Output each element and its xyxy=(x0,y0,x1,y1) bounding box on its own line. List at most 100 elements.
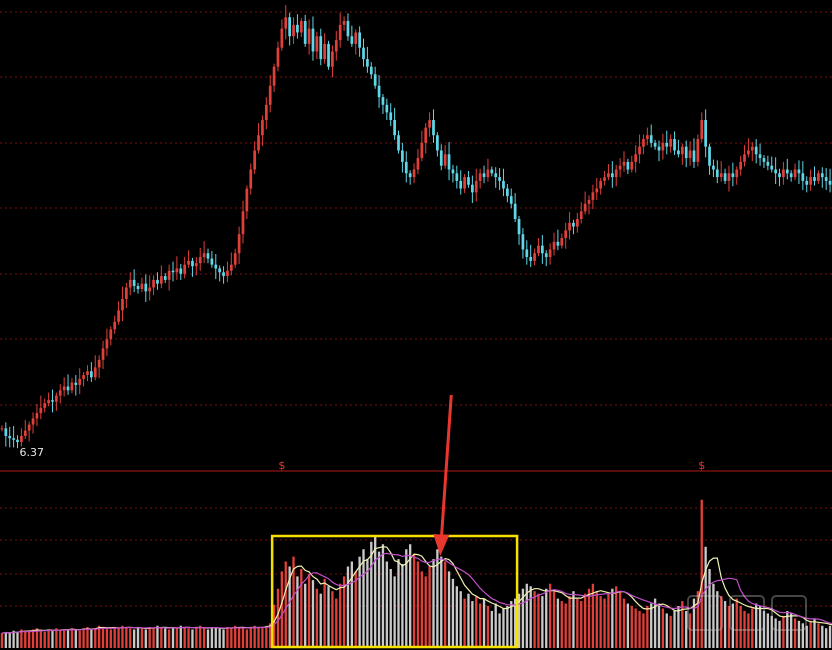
price-candle xyxy=(782,169,785,178)
price-candle xyxy=(93,367,97,378)
price-candle xyxy=(39,407,43,414)
price-candle xyxy=(117,310,120,322)
price-candle xyxy=(638,146,641,155)
price-candle xyxy=(338,24,342,41)
price-candle xyxy=(603,177,606,181)
price-candle xyxy=(288,17,292,37)
price-candle xyxy=(389,112,393,121)
price-candle xyxy=(55,395,58,402)
price-candle xyxy=(206,253,210,259)
price-candle xyxy=(529,257,533,261)
price-candle xyxy=(412,169,416,178)
price-candle xyxy=(502,180,505,189)
price-candle xyxy=(334,40,338,52)
price-candle xyxy=(152,279,155,288)
arrow-shaft xyxy=(439,394,453,541)
price-candle xyxy=(506,188,509,197)
price-candle xyxy=(708,146,711,166)
price-candle xyxy=(175,268,179,273)
price-candle xyxy=(750,146,754,151)
price-candle xyxy=(490,169,494,174)
price-candle xyxy=(187,260,190,265)
price-candle xyxy=(537,245,540,254)
price-candle xyxy=(688,150,692,159)
price-candle xyxy=(774,169,777,174)
price-candle xyxy=(4,428,8,436)
price-candle xyxy=(735,169,739,178)
price-candle xyxy=(467,177,470,185)
watermark-mark xyxy=(729,595,765,631)
price-candle xyxy=(743,154,746,162)
price-candle xyxy=(23,430,27,436)
price-candle xyxy=(319,36,323,60)
price-candle xyxy=(307,28,311,44)
price-candle xyxy=(817,173,820,181)
price-candle xyxy=(696,139,700,162)
price-candle xyxy=(432,120,435,136)
price-candle xyxy=(463,177,466,189)
price-candle xyxy=(556,241,560,246)
price-candle xyxy=(163,276,167,280)
price-candle xyxy=(715,169,719,178)
price-candle xyxy=(548,249,552,258)
price-candle xyxy=(797,169,801,174)
price-candle xyxy=(237,234,241,254)
price-candle xyxy=(649,135,653,143)
price-candle xyxy=(704,120,708,147)
price-candle xyxy=(669,139,673,147)
price-candle xyxy=(331,51,334,67)
price-candle xyxy=(622,161,626,166)
price-candle xyxy=(377,85,381,98)
price-candle xyxy=(513,203,517,219)
price-candle xyxy=(156,279,159,284)
price-candle xyxy=(171,270,175,273)
price-candle xyxy=(525,249,529,258)
price-candle xyxy=(31,418,35,425)
price-candle xyxy=(90,371,93,378)
price-candle xyxy=(828,180,832,185)
price-candle xyxy=(381,97,385,105)
volume-bars xyxy=(0,499,832,648)
price-candle xyxy=(132,279,136,286)
signal-markers: $ $ xyxy=(278,459,705,472)
price-candle xyxy=(58,390,62,396)
price-candle xyxy=(0,428,4,430)
price-candle xyxy=(813,177,816,181)
price-candle xyxy=(618,165,622,170)
price-candle xyxy=(179,268,183,274)
low-price-annotation: 6.37 xyxy=(19,446,44,459)
price-candle xyxy=(66,386,70,391)
price-candle xyxy=(712,165,715,170)
price-candle xyxy=(665,142,669,147)
price-candle xyxy=(820,173,824,178)
price-candle xyxy=(264,104,268,121)
price-candle xyxy=(579,211,583,219)
price-candle xyxy=(521,234,525,250)
price-candle xyxy=(677,150,680,155)
price-candle xyxy=(222,272,225,277)
signal-marker: $ xyxy=(278,459,285,472)
price-candle xyxy=(159,276,163,284)
price-candle xyxy=(214,264,218,269)
volume-moving-averages xyxy=(1,546,832,634)
price-candle xyxy=(292,24,295,37)
price-candle xyxy=(478,173,482,181)
price-candle xyxy=(404,161,408,174)
price-candle xyxy=(420,142,424,159)
price-candle xyxy=(599,180,603,189)
price-candle xyxy=(642,139,645,147)
price-candle xyxy=(692,150,696,162)
price-candle xyxy=(572,222,575,227)
price-candle xyxy=(284,17,288,29)
price-candle xyxy=(610,173,614,178)
price-candle xyxy=(124,287,128,299)
price-candle xyxy=(261,120,264,136)
price-candle xyxy=(27,424,31,431)
price-candle xyxy=(770,165,774,170)
price-candle xyxy=(280,28,284,48)
price-candle xyxy=(552,241,556,250)
price-candle xyxy=(393,120,396,136)
annotation-arrow xyxy=(433,394,453,556)
price-candle xyxy=(136,285,140,290)
price-candle xyxy=(20,435,23,443)
